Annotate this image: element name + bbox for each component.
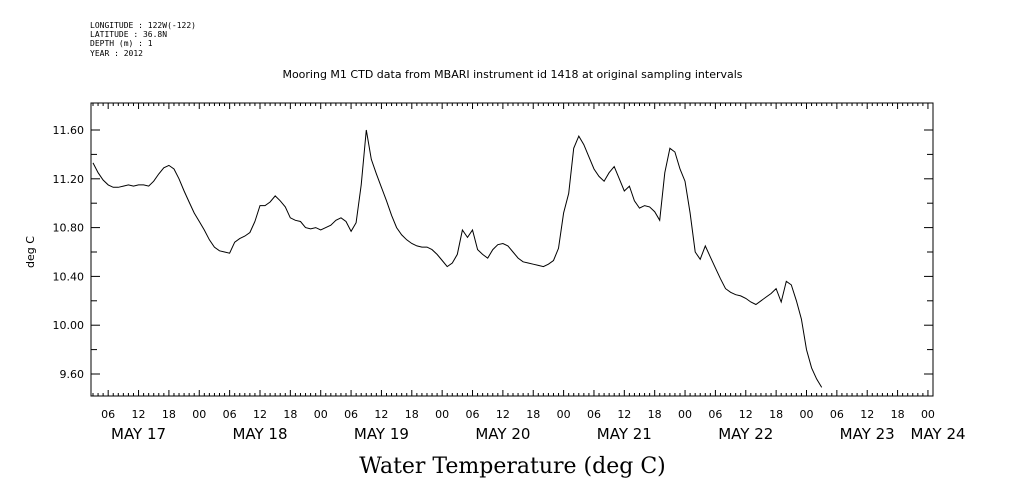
y-tick-label: 11.60 [53,124,85,137]
y-tick-labels: 11.60 11.20 10.80 10.40 10.00 9.60 [53,124,85,381]
y-axis-label: deg C [24,236,37,268]
temperature-series-line [92,129,823,388]
x-tick-label: 06 [587,408,601,421]
x-tick-label: 18 [526,408,540,421]
day-label: MAY 24 [911,425,966,443]
year-text: YEAR : 2012 [90,48,143,58]
x-tick-label: 12 [374,408,388,421]
x-tick-label: 18 [648,408,662,421]
x-tick-label: 06 [344,408,358,421]
x-tick-label: 00 [192,408,206,421]
x-tick-label: 06 [101,408,115,421]
x-tick-label: 18 [283,408,297,421]
x-tick-label: 18 [162,408,176,421]
x-tick-label: 12 [860,408,874,421]
x-tick-label: 00 [921,408,935,421]
x-tick-label: 12 [496,408,510,421]
day-label: MAY 17 [111,425,166,443]
day-label: MAY 20 [475,425,530,443]
x-tick-label: 00 [314,408,328,421]
day-label: MAY 21 [597,425,652,443]
day-label: MAY 18 [232,425,287,443]
day-labels: MAY 17 MAY 18 MAY 19 MAY 20 MAY 21 MAY 22 MAY … [111,425,966,443]
y-tick-label: 10.40 [53,270,85,283]
x-tick-label: 06 [830,408,844,421]
x-tick-label: 06 [466,408,480,421]
y-tick-label: 10.80 [53,222,85,235]
x-tick-label: 12 [617,408,631,421]
x-tick-label: 12 [132,408,146,421]
x-tick-label: 00 [435,408,449,421]
day-label: MAY 22 [718,425,773,443]
x-axis-title: Water Temperature (deg C) [359,454,666,479]
longitude-text: LONGITUDE : 122W(-122) [90,21,196,30]
day-label: MAY 23 [840,425,895,443]
day-label: MAY 19 [354,425,409,443]
x-tick-label: 18 [405,408,419,421]
metadata-block: LONGITUDE : 122W(-122) LATITUDE : 36.8N … [90,21,196,58]
x-tick-label: 00 [799,408,813,421]
x-tick-label: 18 [769,408,783,421]
x-tick-label: 06 [223,408,237,421]
x-tick-label: 12 [253,408,267,421]
y-tick-label: 10.00 [53,319,85,332]
x-tick-label: 00 [557,408,571,421]
x-tick-labels: 06 12 18 00 06 12 18 00 06 12 18 00 06 12 18 00 06 12 18 00… [101,408,935,421]
tick-marks [91,103,934,396]
plot-frame [90,102,934,397]
x-tick-label: 06 [708,408,722,421]
chart-title: Mooring M1 CTD data from MBARI instrumen… [282,68,743,81]
y-tick-label: 11.20 [53,173,85,186]
x-tick-label: 18 [891,408,905,421]
latitude-text: LATITUDE : 36.8N [90,30,168,40]
depth-text: DEPTH (m) : 1 [90,39,153,49]
y-tick-label: 9.60 [60,368,85,381]
x-tick-label: 00 [678,408,692,421]
x-tick-label: 12 [739,408,753,421]
